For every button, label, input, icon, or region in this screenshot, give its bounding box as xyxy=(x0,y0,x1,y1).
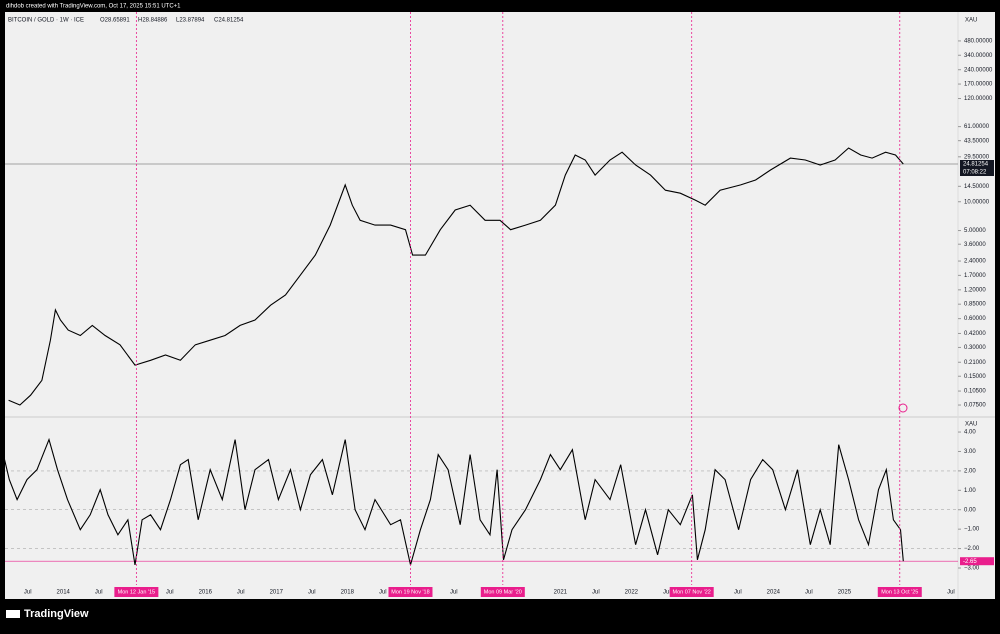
y-tick-label: 0.30000 xyxy=(964,345,986,351)
x-tick-label: Jul xyxy=(805,590,813,596)
y-tick-label: 170.00000 xyxy=(964,82,993,88)
event-label: Mon 19 Nov '18 xyxy=(391,589,429,595)
y-tick-label: 2.00 xyxy=(964,468,976,474)
event-icon[interactable] xyxy=(898,403,908,413)
x-tick-label: 2021 xyxy=(554,590,568,596)
axis-unit: XAU xyxy=(965,18,977,24)
x-tick-label: Jul xyxy=(237,590,245,596)
legend-value: H28.84886 xyxy=(138,18,168,24)
y-tick-label: 1.70000 xyxy=(964,273,986,279)
event-label: Mon 13 Oct '25 xyxy=(881,589,918,595)
y-tick-label: 340.00000 xyxy=(964,53,993,59)
y-tick-label: 0.85000 xyxy=(964,302,986,308)
x-tick-label: 2025 xyxy=(838,590,852,596)
x-tick-label: Jul xyxy=(663,590,671,596)
event-badge xyxy=(480,587,525,597)
x-tick-label: Jul xyxy=(95,590,103,596)
legend-title: BITCOIN / GOLD · 1W · ICE xyxy=(8,18,84,24)
y-tick-label: 3.60000 xyxy=(964,242,986,248)
y-tick-label: 43.50000 xyxy=(964,138,990,144)
y-tick-label: 14.50000 xyxy=(964,184,990,190)
y-tick-label: 10.00000 xyxy=(964,199,990,205)
x-tick-label: Jul xyxy=(308,590,316,596)
y-tick-label: 61.00000 xyxy=(964,124,990,130)
y-tick-label: 0.10500 xyxy=(964,389,986,395)
y-tick-label: 0.00 xyxy=(964,507,976,513)
axis-unit: XAU xyxy=(965,422,977,428)
x-tick-label: Jul xyxy=(379,590,387,596)
y-tick-label: −2.00 xyxy=(964,546,980,552)
last-value-badge xyxy=(960,557,994,566)
series-line xyxy=(8,147,904,406)
event-label: Mon 12 Jan '15 xyxy=(118,589,155,595)
y-tick-label: 0.60000 xyxy=(964,316,986,322)
y-tick-label: 1.20000 xyxy=(964,287,986,293)
x-tick-label: Jul xyxy=(24,590,32,596)
x-tick-label: Jul xyxy=(947,590,955,596)
x-tick-label: 2022 xyxy=(625,590,639,596)
x-tick-label: 2016 xyxy=(199,590,213,596)
event-badge xyxy=(669,587,714,597)
event-label: Mon 09 Mar '20 xyxy=(484,589,522,595)
y-tick-label: 0.15000 xyxy=(964,374,986,380)
event-badge xyxy=(114,587,159,597)
x-tick-label: 2014 xyxy=(57,590,71,596)
x-tick-label: 2018 xyxy=(341,590,355,596)
y-tick-label: 0.42000 xyxy=(964,331,986,337)
event-badge xyxy=(388,587,433,597)
y-tick-label: 240.00000 xyxy=(964,67,993,73)
event-badge xyxy=(877,587,922,597)
x-tick-label: Jul xyxy=(592,590,600,596)
series-line xyxy=(1,437,904,566)
y-tick-label: 0.07500 xyxy=(964,403,986,409)
y-tick-label: 4.00 xyxy=(964,430,976,436)
y-tick-label: 3.00 xyxy=(964,449,976,455)
x-tick-label: Jul xyxy=(450,590,458,596)
last-value-badge xyxy=(960,160,994,177)
y-tick-label: 1.00 xyxy=(964,488,976,494)
logo: TradingView xyxy=(6,608,89,620)
y-tick-label: −3.00 xyxy=(964,566,980,572)
event-label: Mon 07 Nov '22 xyxy=(673,589,711,595)
legend-value: C24.81254 xyxy=(214,18,244,24)
logo-mark xyxy=(6,610,20,618)
x-tick-label: 2024 xyxy=(767,590,781,596)
y-tick-label: −1.00 xyxy=(964,527,980,533)
legend-value: O28.65891 xyxy=(100,18,130,24)
y-tick-label: 120.00000 xyxy=(964,96,993,102)
x-tick-label: 2017 xyxy=(270,590,284,596)
last-value-label: -2.65 xyxy=(963,559,977,565)
y-tick-label: 5.00000 xyxy=(964,228,986,234)
x-tick-label: Jul xyxy=(166,590,174,596)
y-tick-label: 29.50000 xyxy=(964,154,990,160)
x-tick-label: Jul xyxy=(734,590,742,596)
legend-value: L23.87894 xyxy=(176,18,205,24)
y-tick-label: 2.40000 xyxy=(964,259,986,265)
countdown: 07:08:22 xyxy=(963,170,987,176)
last-value-label: 24.81254 xyxy=(963,162,989,168)
credit: dihdob created with TradingView.com, Oct… xyxy=(6,4,181,10)
y-tick-label: 480.00000 xyxy=(964,39,993,45)
logo-text: TradingView xyxy=(24,608,89,620)
y-tick-label: 0.21000 xyxy=(964,360,986,366)
